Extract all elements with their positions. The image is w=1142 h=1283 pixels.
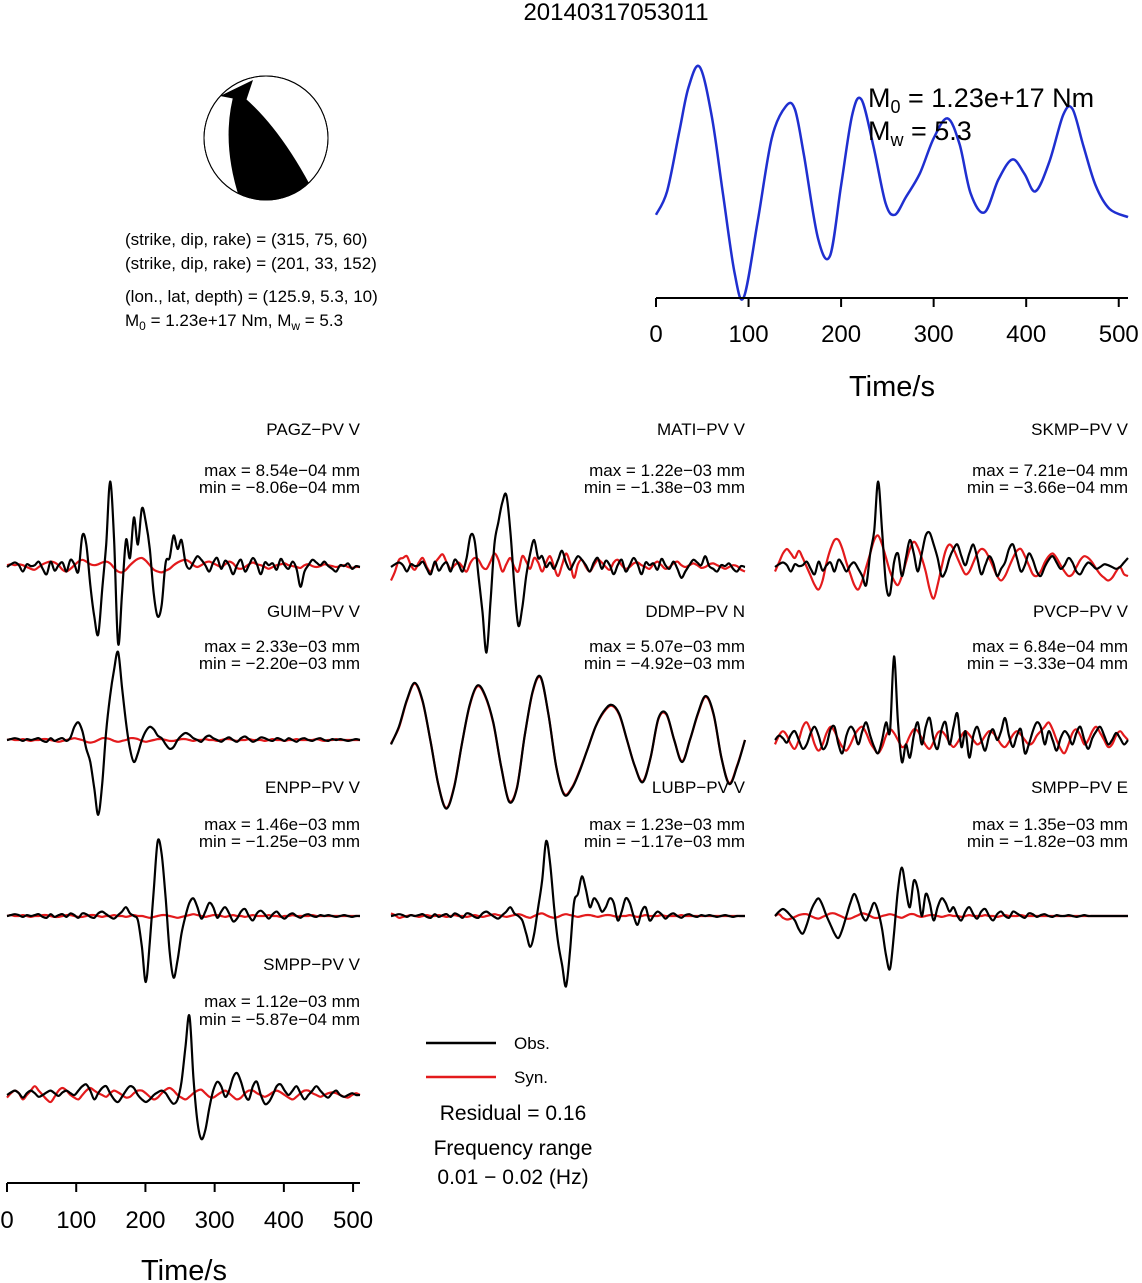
stf-tick-label: 300 bbox=[914, 321, 954, 348]
observed-trace bbox=[774, 480, 1129, 597]
observed-trace bbox=[390, 839, 745, 988]
waveform-time-axis: 0 100 200 300 400 500 bbox=[0, 1182, 373, 1234]
time-tick-label: 0 bbox=[0, 1207, 13, 1234]
min-amplitude-label: min = −3.33e−04 mm bbox=[967, 654, 1128, 673]
stf-tick-label: 0 bbox=[649, 321, 662, 348]
max-amplitude-label: max = 1.22e−03 mm bbox=[589, 461, 745, 480]
min-amplitude-label: min = −1.25e−03 mm bbox=[199, 832, 360, 851]
residual-label: Residual = 0.16 bbox=[440, 1102, 587, 1125]
legend: Obs. Syn. Residual = 0.16 Frequency rang… bbox=[426, 1034, 592, 1189]
stf-panel: 0 100 200 300 400 500 Time/s M0 = 1.23e+17 Nm… bbox=[649, 64, 1139, 403]
mechanism-line-4: M0 = 1.23e+17 Nm, Mw = 5.3 bbox=[125, 311, 343, 333]
min-amplitude-label: min = −5.87e−04 mm bbox=[199, 1010, 360, 1029]
min-amplitude-label: min = −1.82e−03 mm bbox=[967, 832, 1128, 851]
stf-mw-label: Mw = 5.3 bbox=[868, 116, 972, 150]
stf-tick-label: 500 bbox=[1099, 321, 1139, 348]
time-tick-label: 500 bbox=[333, 1207, 373, 1234]
stf-m0-label: M0 = 1.23e+17 Nm bbox=[868, 83, 1094, 117]
max-amplitude-label: max = 7.21e−04 mm bbox=[972, 461, 1128, 480]
station-label: MATI−PV V bbox=[657, 420, 746, 439]
beachball-icon bbox=[203, 75, 329, 201]
observed-trace bbox=[6, 480, 361, 646]
stf-tick-label: 400 bbox=[1006, 321, 1046, 348]
synthetic-trace bbox=[6, 913, 360, 919]
time-tick-label: 400 bbox=[264, 1207, 304, 1234]
legend-obs-label: Obs. bbox=[514, 1034, 550, 1053]
max-amplitude-label: max = 5.07e−03 mm bbox=[589, 637, 745, 656]
time-tick-label: 100 bbox=[56, 1207, 96, 1234]
station-label: DDMP−PV N bbox=[645, 602, 745, 621]
max-amplitude-label: max = 2.33e−03 mm bbox=[204, 637, 360, 656]
min-amplitude-label: min = −1.17e−03 mm bbox=[584, 832, 745, 851]
station-label: PAGZ−PV V bbox=[266, 420, 360, 439]
station-label: GUIM−PV V bbox=[267, 602, 361, 621]
figure-title: 20140317053011 bbox=[523, 0, 708, 26]
mechanism-line-3: (lon., lat, depth) = (125.9, 5.3, 10) bbox=[125, 287, 378, 306]
min-amplitude-label: min = −4.92e−03 mm bbox=[584, 654, 745, 673]
time-tick-label: 300 bbox=[195, 1207, 235, 1234]
legend-syn-label: Syn. bbox=[514, 1068, 548, 1087]
stf-tick-label: 100 bbox=[729, 321, 769, 348]
max-amplitude-label: max = 1.12e−03 mm bbox=[204, 992, 360, 1011]
min-amplitude-label: min = −3.66e−04 mm bbox=[967, 478, 1128, 497]
max-amplitude-label: max = 1.46e−03 mm bbox=[204, 815, 360, 834]
observed-trace bbox=[774, 866, 1128, 971]
max-amplitude-label: max = 1.35e−03 mm bbox=[972, 815, 1128, 834]
max-amplitude-label: max = 8.54e−04 mm bbox=[204, 461, 360, 480]
min-amplitude-label: min = −8.06e−04 mm bbox=[199, 478, 360, 497]
mechanism-line-2: (strike, dip, rake) = (201, 33, 152) bbox=[125, 254, 377, 273]
station-label: SKMP−PV V bbox=[1031, 420, 1129, 439]
observed-trace bbox=[6, 838, 361, 984]
stf-axis: 0 100 200 300 400 500 bbox=[649, 297, 1139, 348]
observed-trace bbox=[389, 674, 747, 810]
station-label: LUBP−PV V bbox=[652, 778, 746, 797]
synthetic-trace bbox=[773, 721, 1129, 755]
synthetic-trace bbox=[774, 534, 1129, 600]
max-amplitude-label: max = 1.23e−03 mm bbox=[589, 815, 745, 834]
synthetic-trace bbox=[390, 552, 746, 581]
stf-tick-label: 200 bbox=[821, 321, 861, 348]
stf-xlabel: Time/s bbox=[849, 371, 935, 403]
station-label: PVCP−PV V bbox=[1033, 602, 1129, 621]
mechanism-line-1: (strike, dip, rake) = (315, 75, 60) bbox=[125, 230, 367, 249]
station-label: SMPP−PV V bbox=[263, 955, 361, 974]
time-tick-label: 200 bbox=[125, 1207, 165, 1234]
observed-trace bbox=[6, 1014, 361, 1141]
max-amplitude-label: max = 6.84e−04 mm bbox=[972, 637, 1128, 656]
min-amplitude-label: min = −2.20e−03 mm bbox=[199, 654, 360, 673]
frequency-label-1: Frequency range bbox=[434, 1137, 593, 1160]
frequency-label-2: 0.01 − 0.02 (Hz) bbox=[437, 1166, 588, 1189]
observed-trace bbox=[774, 655, 1129, 764]
station-label: SMPP−PV E bbox=[1031, 778, 1128, 797]
min-amplitude-label: min = −1.38e−03 mm bbox=[584, 478, 745, 497]
observed-trace bbox=[6, 650, 361, 816]
waveform-xlabel: Time/s bbox=[141, 1255, 227, 1283]
observed-trace bbox=[390, 492, 746, 654]
station-label: ENPP−PV V bbox=[265, 778, 361, 797]
stf-line bbox=[654, 64, 1129, 301]
